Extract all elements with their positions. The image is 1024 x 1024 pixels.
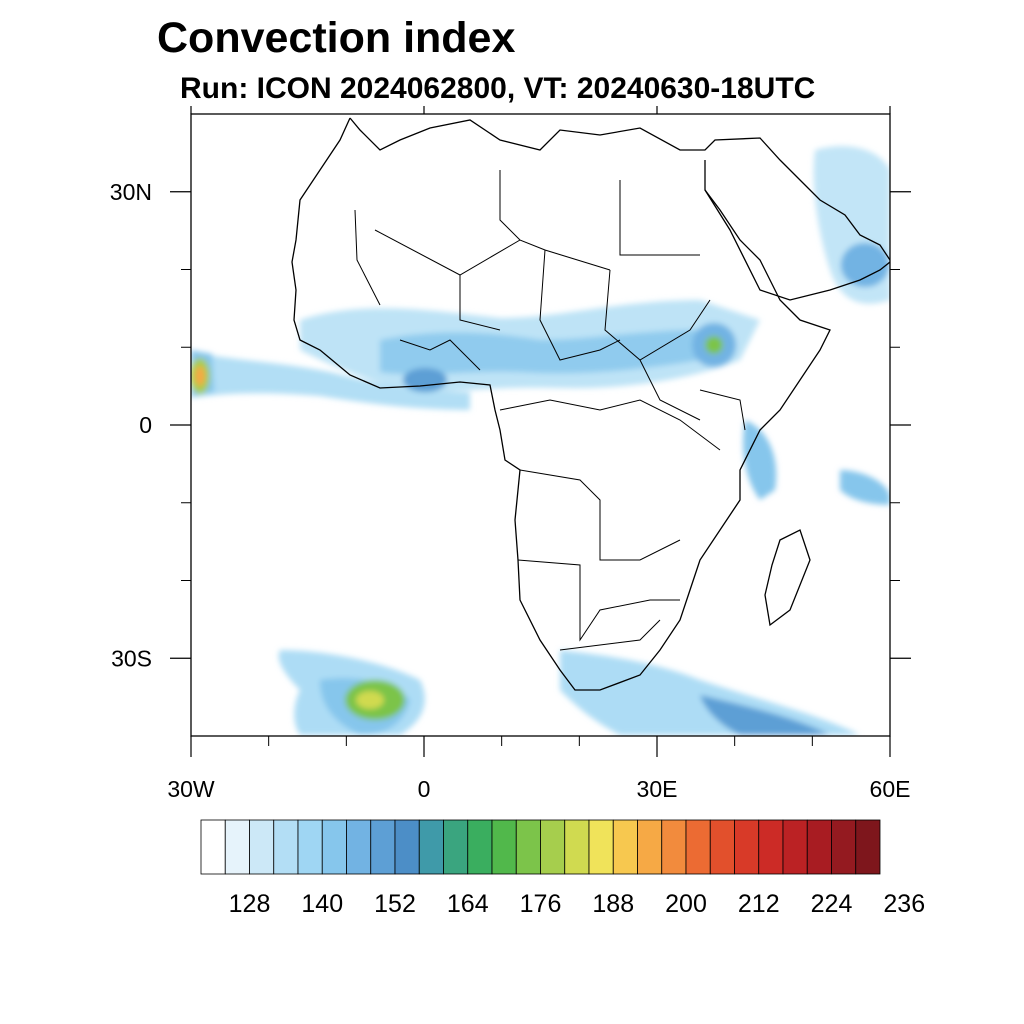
colorbar-box [467, 819, 493, 875]
colorbar-box [491, 819, 517, 875]
colorbar-box [394, 819, 420, 875]
x-tick-label: 30W [167, 776, 215, 802]
colorbar-box [758, 819, 784, 875]
colorbar-box [346, 819, 372, 875]
colorbar-tick-label: 212 [738, 890, 780, 918]
colorbar-box [418, 819, 444, 875]
axis-ticks [170, 106, 911, 757]
colorbar-box [806, 819, 832, 875]
colorbar-box [734, 819, 760, 875]
colorbar-box [782, 819, 808, 875]
colorbar-box [249, 819, 275, 875]
colorbar-box [297, 819, 323, 875]
colorbar-tick-label: 152 [374, 890, 416, 918]
colorbar-box [200, 819, 226, 875]
colorbar-tick-label: 176 [520, 890, 562, 918]
colorbar-tick-label: 236 [883, 890, 925, 918]
axis-tick-labels: 30W 0 30E 60E 30N 0 30S [110, 179, 911, 802]
colorbar-box [588, 819, 614, 875]
colorbar-box [637, 819, 663, 875]
chart-subtitle: Run: ICON 2024062800, VT: 20240630-18UTC [180, 72, 816, 105]
colorbar-box [224, 819, 250, 875]
y-tick-label: 30N [110, 179, 152, 205]
y-tick-label: 30S [111, 645, 152, 671]
colorbar-box [564, 819, 590, 875]
colorbar-box [370, 819, 396, 875]
colorbar-box [321, 819, 347, 875]
x-tick-label: 30E [637, 776, 678, 802]
colorbar-tick-label: 140 [301, 890, 343, 918]
country-borders [354, 170, 746, 651]
x-tick-label: 0 [418, 776, 431, 802]
chart-title: Convection index [157, 14, 516, 62]
colorbar-tick-label: 200 [665, 890, 707, 918]
colorbar-box [515, 819, 541, 875]
plot-frame [190, 113, 891, 737]
colorbar-box [831, 819, 857, 875]
coastlines [291, 117, 890, 691]
colorbar-tick-label: 128 [229, 890, 271, 918]
colorbar-tick-label: 164 [447, 890, 489, 918]
colorbar-box [855, 819, 881, 875]
colorbar-box [273, 819, 299, 875]
colorbar-labels: 128 140 152 164 176 188 200 212 224 236 [229, 890, 925, 918]
colorbar-box [709, 819, 735, 875]
x-tick-label: 60E [870, 776, 911, 802]
colorbar-box [612, 819, 638, 875]
colorbar-box [540, 819, 566, 875]
colorbar-tick-label: 188 [592, 890, 634, 918]
colorbar-tick-label: 224 [811, 890, 853, 918]
colorbar-box [661, 819, 687, 875]
colorbar-box [443, 819, 469, 875]
convection-field [191, 146, 890, 735]
y-tick-label: 0 [139, 412, 152, 438]
colorbar-box [685, 819, 711, 875]
colorbar [200, 819, 881, 875]
